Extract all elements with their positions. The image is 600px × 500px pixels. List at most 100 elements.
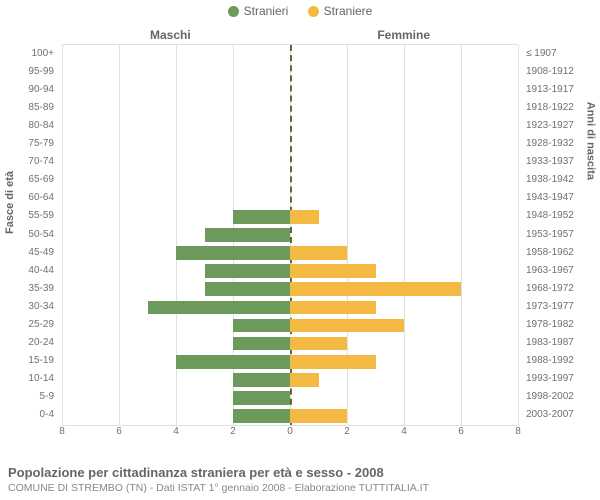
legend-item-female: Straniere [308, 4, 373, 18]
ylabel-age: 30-34 [0, 297, 58, 315]
x-labels: 8 6 4 2 0 2 4 6 8 [62, 426, 518, 442]
ylabel-birth: 1998-2002 [522, 388, 600, 406]
bar-male [205, 228, 291, 242]
ylabel-age: 5-9 [0, 388, 58, 406]
bar-rows [62, 45, 518, 425]
ylabel-age: 60-64 [0, 189, 58, 207]
ylabel-birth: 2003-2007 [522, 406, 600, 424]
ylabel-age: 70-74 [0, 153, 58, 171]
ylabel-birth: 1968-1972 [522, 279, 600, 297]
legend-label-female: Straniere [324, 4, 373, 18]
ylabel-birth: 1973-1977 [522, 297, 600, 315]
bar-female [290, 264, 376, 278]
ylabel-birth: 1988-1992 [522, 352, 600, 370]
ylabel-birth: 1943-1947 [522, 189, 600, 207]
left-y-labels: 0-45-910-1415-1920-2425-2930-3435-3940-4… [0, 44, 58, 424]
gridline [518, 45, 519, 425]
xlabel: 6 [116, 426, 122, 437]
ylabel-age: 85-89 [0, 98, 58, 116]
xlabel: 4 [173, 426, 179, 437]
legend-item-male: Stranieri [228, 4, 289, 18]
bar-male [176, 355, 290, 369]
bar-male [233, 409, 290, 423]
ylabel-birth: 1928-1932 [522, 135, 600, 153]
xlabel: 8 [515, 426, 521, 437]
bar-row [62, 244, 518, 262]
bar-male [205, 264, 291, 278]
bar-male [176, 246, 290, 260]
bar-row [62, 45, 518, 63]
ylabel-age: 95-99 [0, 62, 58, 80]
bar-row [62, 371, 518, 389]
bar-row [62, 63, 518, 81]
ylabel-age: 50-54 [0, 225, 58, 243]
bar-male [205, 282, 291, 296]
plot-area [62, 44, 518, 426]
ylabel-birth: ≤ 1907 [522, 44, 600, 62]
ylabel-age: 35-39 [0, 279, 58, 297]
bar-row [62, 335, 518, 353]
ylabel-birth: 1958-1962 [522, 243, 600, 261]
bar-row [62, 154, 518, 172]
bar-row [62, 208, 518, 226]
bar-row [62, 136, 518, 154]
bar-female [290, 301, 376, 315]
ylabel-birth: 1978-1982 [522, 315, 600, 333]
footer: Popolazione per cittadinanza straniera p… [8, 465, 592, 494]
ylabel-birth: 1948-1952 [522, 207, 600, 225]
ylabel-birth: 1913-1917 [522, 80, 600, 98]
bar-row [62, 407, 518, 425]
ylabel-birth: 1923-1927 [522, 116, 600, 134]
right-y-labels: 2003-20071998-20021993-19971988-19921983… [522, 44, 600, 424]
ylabel-birth: 1908-1912 [522, 62, 600, 80]
xlabel: 2 [230, 426, 236, 437]
xlabel: 6 [458, 426, 464, 437]
ylabel-age: 40-44 [0, 261, 58, 279]
bar-row [62, 172, 518, 190]
bar-row [62, 117, 518, 135]
legend-dot-female [308, 6, 319, 17]
ylabel-age: 25-29 [0, 315, 58, 333]
ylabel-birth: 1993-1997 [522, 370, 600, 388]
ylabel-age: 80-84 [0, 116, 58, 134]
ylabel-age: 100+ [0, 44, 58, 62]
bar-female [290, 337, 347, 351]
bar-row [62, 190, 518, 208]
xlabel: 2 [344, 426, 350, 437]
bar-female [290, 319, 404, 333]
ylabel-birth: 1963-1967 [522, 261, 600, 279]
ylabel-birth: 1918-1922 [522, 98, 600, 116]
ylabel-birth: 1983-1987 [522, 334, 600, 352]
bar-male [233, 319, 290, 333]
ylabel-age: 90-94 [0, 80, 58, 98]
heading-male: Maschi [150, 28, 191, 42]
ylabel-birth: 1938-1942 [522, 171, 600, 189]
bar-female [290, 373, 319, 387]
xlabel: 4 [401, 426, 407, 437]
ylabel-age: 45-49 [0, 243, 58, 261]
legend-dot-male [228, 6, 239, 17]
bar-male [233, 373, 290, 387]
bar-row [62, 262, 518, 280]
bar-female [290, 282, 461, 296]
legend-label-male: Stranieri [244, 4, 289, 18]
ylabel-age: 65-69 [0, 171, 58, 189]
bar-male [233, 210, 290, 224]
ylabel-age: 15-19 [0, 352, 58, 370]
bar-row [62, 280, 518, 298]
xlabel: 8 [59, 426, 65, 437]
bar-row [62, 316, 518, 334]
bar-row [62, 353, 518, 371]
bar-female [290, 409, 347, 423]
ylabel-age: 55-59 [0, 207, 58, 225]
heading-female: Femmine [377, 28, 430, 42]
bar-male [233, 391, 290, 405]
ylabel-age: 20-24 [0, 334, 58, 352]
bar-female [290, 210, 319, 224]
ylabel-age: 75-79 [0, 135, 58, 153]
legend: Stranieri Straniere [0, 4, 600, 20]
chart-title: Popolazione per cittadinanza straniera p… [8, 465, 592, 480]
ylabel-birth: 1953-1957 [522, 225, 600, 243]
ylabel-age: 0-4 [0, 406, 58, 424]
xlabel: 0 [287, 426, 293, 437]
